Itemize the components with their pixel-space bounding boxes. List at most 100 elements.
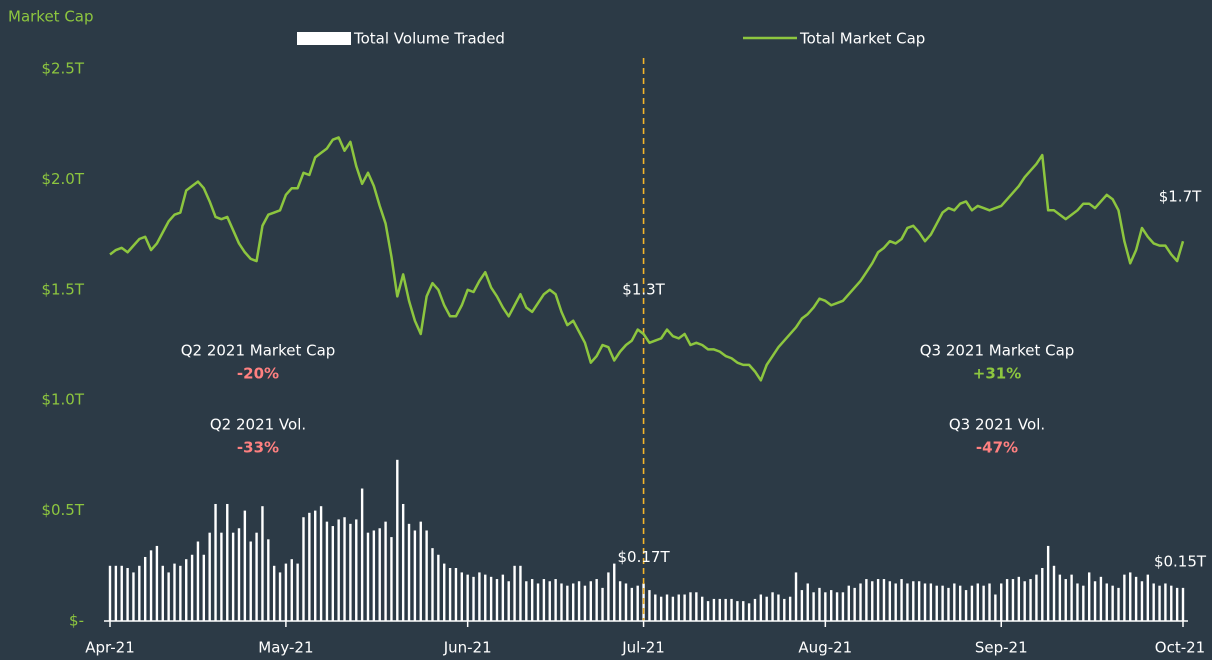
bar [941, 585, 944, 621]
bar [1134, 576, 1138, 621]
annotation-title: Q3 2021 Vol. [949, 416, 1045, 434]
x-tick-label: Sep-21 [975, 639, 1028, 657]
bar [1117, 587, 1120, 621]
bar [325, 521, 329, 621]
annotation-value: -47% [976, 439, 1018, 457]
bar [454, 568, 458, 621]
bar [1140, 581, 1144, 621]
bar [1093, 581, 1097, 621]
bar [1111, 585, 1114, 621]
bar [525, 581, 528, 621]
bar [906, 583, 909, 621]
bar [589, 581, 592, 621]
bar [988, 583, 991, 621]
bar [970, 585, 974, 621]
data-label: $0.15T [1154, 552, 1207, 570]
bar [255, 532, 258, 621]
bar [366, 532, 370, 621]
y-tick-label: $1.5T [41, 280, 84, 298]
bar [267, 539, 270, 621]
bar [595, 579, 598, 621]
bar [249, 541, 252, 621]
bar [519, 565, 522, 621]
bar [794, 572, 798, 621]
bar [120, 565, 123, 621]
annotation-title: Q3 2021 Market Cap [920, 342, 1075, 360]
bar [964, 590, 968, 621]
bar [724, 598, 727, 621]
x-tick-label: Jun-21 [443, 639, 492, 657]
bar [912, 581, 915, 621]
bar [777, 594, 780, 621]
bar [613, 563, 616, 621]
bar [818, 587, 821, 621]
bar [185, 559, 188, 621]
bar [683, 594, 686, 621]
bar [742, 601, 745, 621]
bar [1064, 579, 1067, 621]
bar [530, 579, 534, 621]
legend-label: Total Volume Traded [353, 30, 505, 48]
bar [865, 579, 868, 621]
bar [237, 528, 241, 621]
bar [501, 574, 505, 621]
bar [572, 583, 575, 621]
bar [448, 568, 452, 621]
bar [665, 594, 669, 621]
bar [443, 563, 446, 621]
bar [747, 603, 751, 621]
bar [654, 594, 657, 621]
bar [472, 576, 475, 621]
bar [759, 594, 763, 621]
bar [841, 592, 845, 621]
bar [495, 579, 499, 621]
bar [577, 581, 581, 621]
bar [935, 585, 938, 621]
bar [513, 565, 516, 621]
bar [1170, 585, 1173, 621]
bar [413, 530, 417, 621]
bar [566, 585, 569, 621]
bar [812, 592, 815, 621]
annotation-title: Q2 2021 Vol. [210, 416, 306, 434]
bar [437, 554, 440, 621]
bar [1070, 574, 1073, 621]
y-tick-label: $0.5T [41, 501, 84, 519]
bar [507, 581, 510, 621]
annotation-value: +31% [973, 365, 1021, 383]
bar [1029, 579, 1032, 621]
y-tick-label: $2.5T [41, 60, 84, 78]
line [109, 136, 1185, 382]
bar [894, 583, 897, 621]
bar [108, 565, 112, 621]
bar [284, 563, 288, 621]
bar [390, 537, 393, 621]
bar [753, 598, 757, 621]
bar [214, 503, 217, 621]
bar [167, 572, 170, 621]
bar [208, 532, 211, 621]
x-tick-label: May-21 [258, 639, 313, 657]
bar [554, 579, 557, 621]
bar [179, 565, 182, 621]
bar [718, 598, 721, 621]
bar [1041, 568, 1044, 621]
annotation-title: Q2 2021 Market Cap [181, 342, 336, 360]
bar [202, 554, 206, 621]
bar [173, 563, 176, 621]
y-tick-label: $1.0T [41, 391, 84, 409]
y-tick-label: $2.0T [41, 170, 84, 188]
bar [765, 596, 768, 621]
bar [1046, 545, 1050, 621]
bar [601, 587, 604, 621]
bar [489, 576, 493, 621]
bar [859, 583, 862, 621]
bar [290, 559, 293, 621]
bar [126, 568, 129, 621]
bar [149, 550, 153, 621]
y-axis-title: Market Cap [8, 8, 94, 26]
bar [1146, 574, 1150, 621]
data-label: $0.17T [618, 548, 671, 566]
bar [648, 590, 651, 621]
bar [824, 592, 827, 621]
